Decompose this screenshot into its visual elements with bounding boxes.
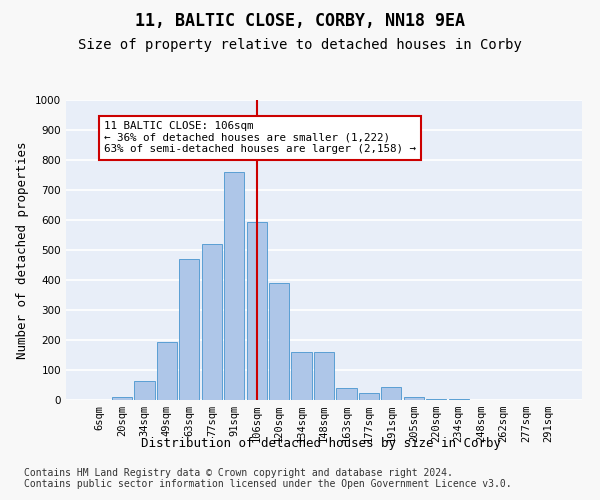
Bar	[359, 392, 379, 400]
Text: Distribution of detached houses by size in Corby: Distribution of detached houses by size …	[141, 438, 501, 450]
Bar	[112, 397, 132, 400]
Bar	[381, 386, 401, 400]
Text: 11, BALTIC CLOSE, CORBY, NN18 9EA: 11, BALTIC CLOSE, CORBY, NN18 9EA	[135, 12, 465, 30]
Bar	[202, 244, 222, 400]
Y-axis label: Number of detached properties: Number of detached properties	[16, 141, 29, 359]
Bar	[426, 398, 446, 400]
Bar	[314, 352, 334, 400]
Text: 11 BALTIC CLOSE: 106sqm
← 36% of detached houses are smaller (1,222)
63% of semi: 11 BALTIC CLOSE: 106sqm ← 36% of detache…	[104, 121, 416, 154]
Bar	[224, 172, 244, 400]
Bar	[157, 342, 177, 400]
Text: Contains HM Land Registry data © Crown copyright and database right 2024.
Contai: Contains HM Land Registry data © Crown c…	[24, 468, 512, 489]
Bar	[179, 259, 199, 400]
Bar	[247, 222, 267, 400]
Bar	[134, 380, 155, 400]
Bar	[292, 352, 311, 400]
Text: Size of property relative to detached houses in Corby: Size of property relative to detached ho…	[78, 38, 522, 52]
Bar	[449, 398, 469, 400]
Bar	[269, 283, 289, 400]
Bar	[404, 397, 424, 400]
Bar	[337, 388, 356, 400]
